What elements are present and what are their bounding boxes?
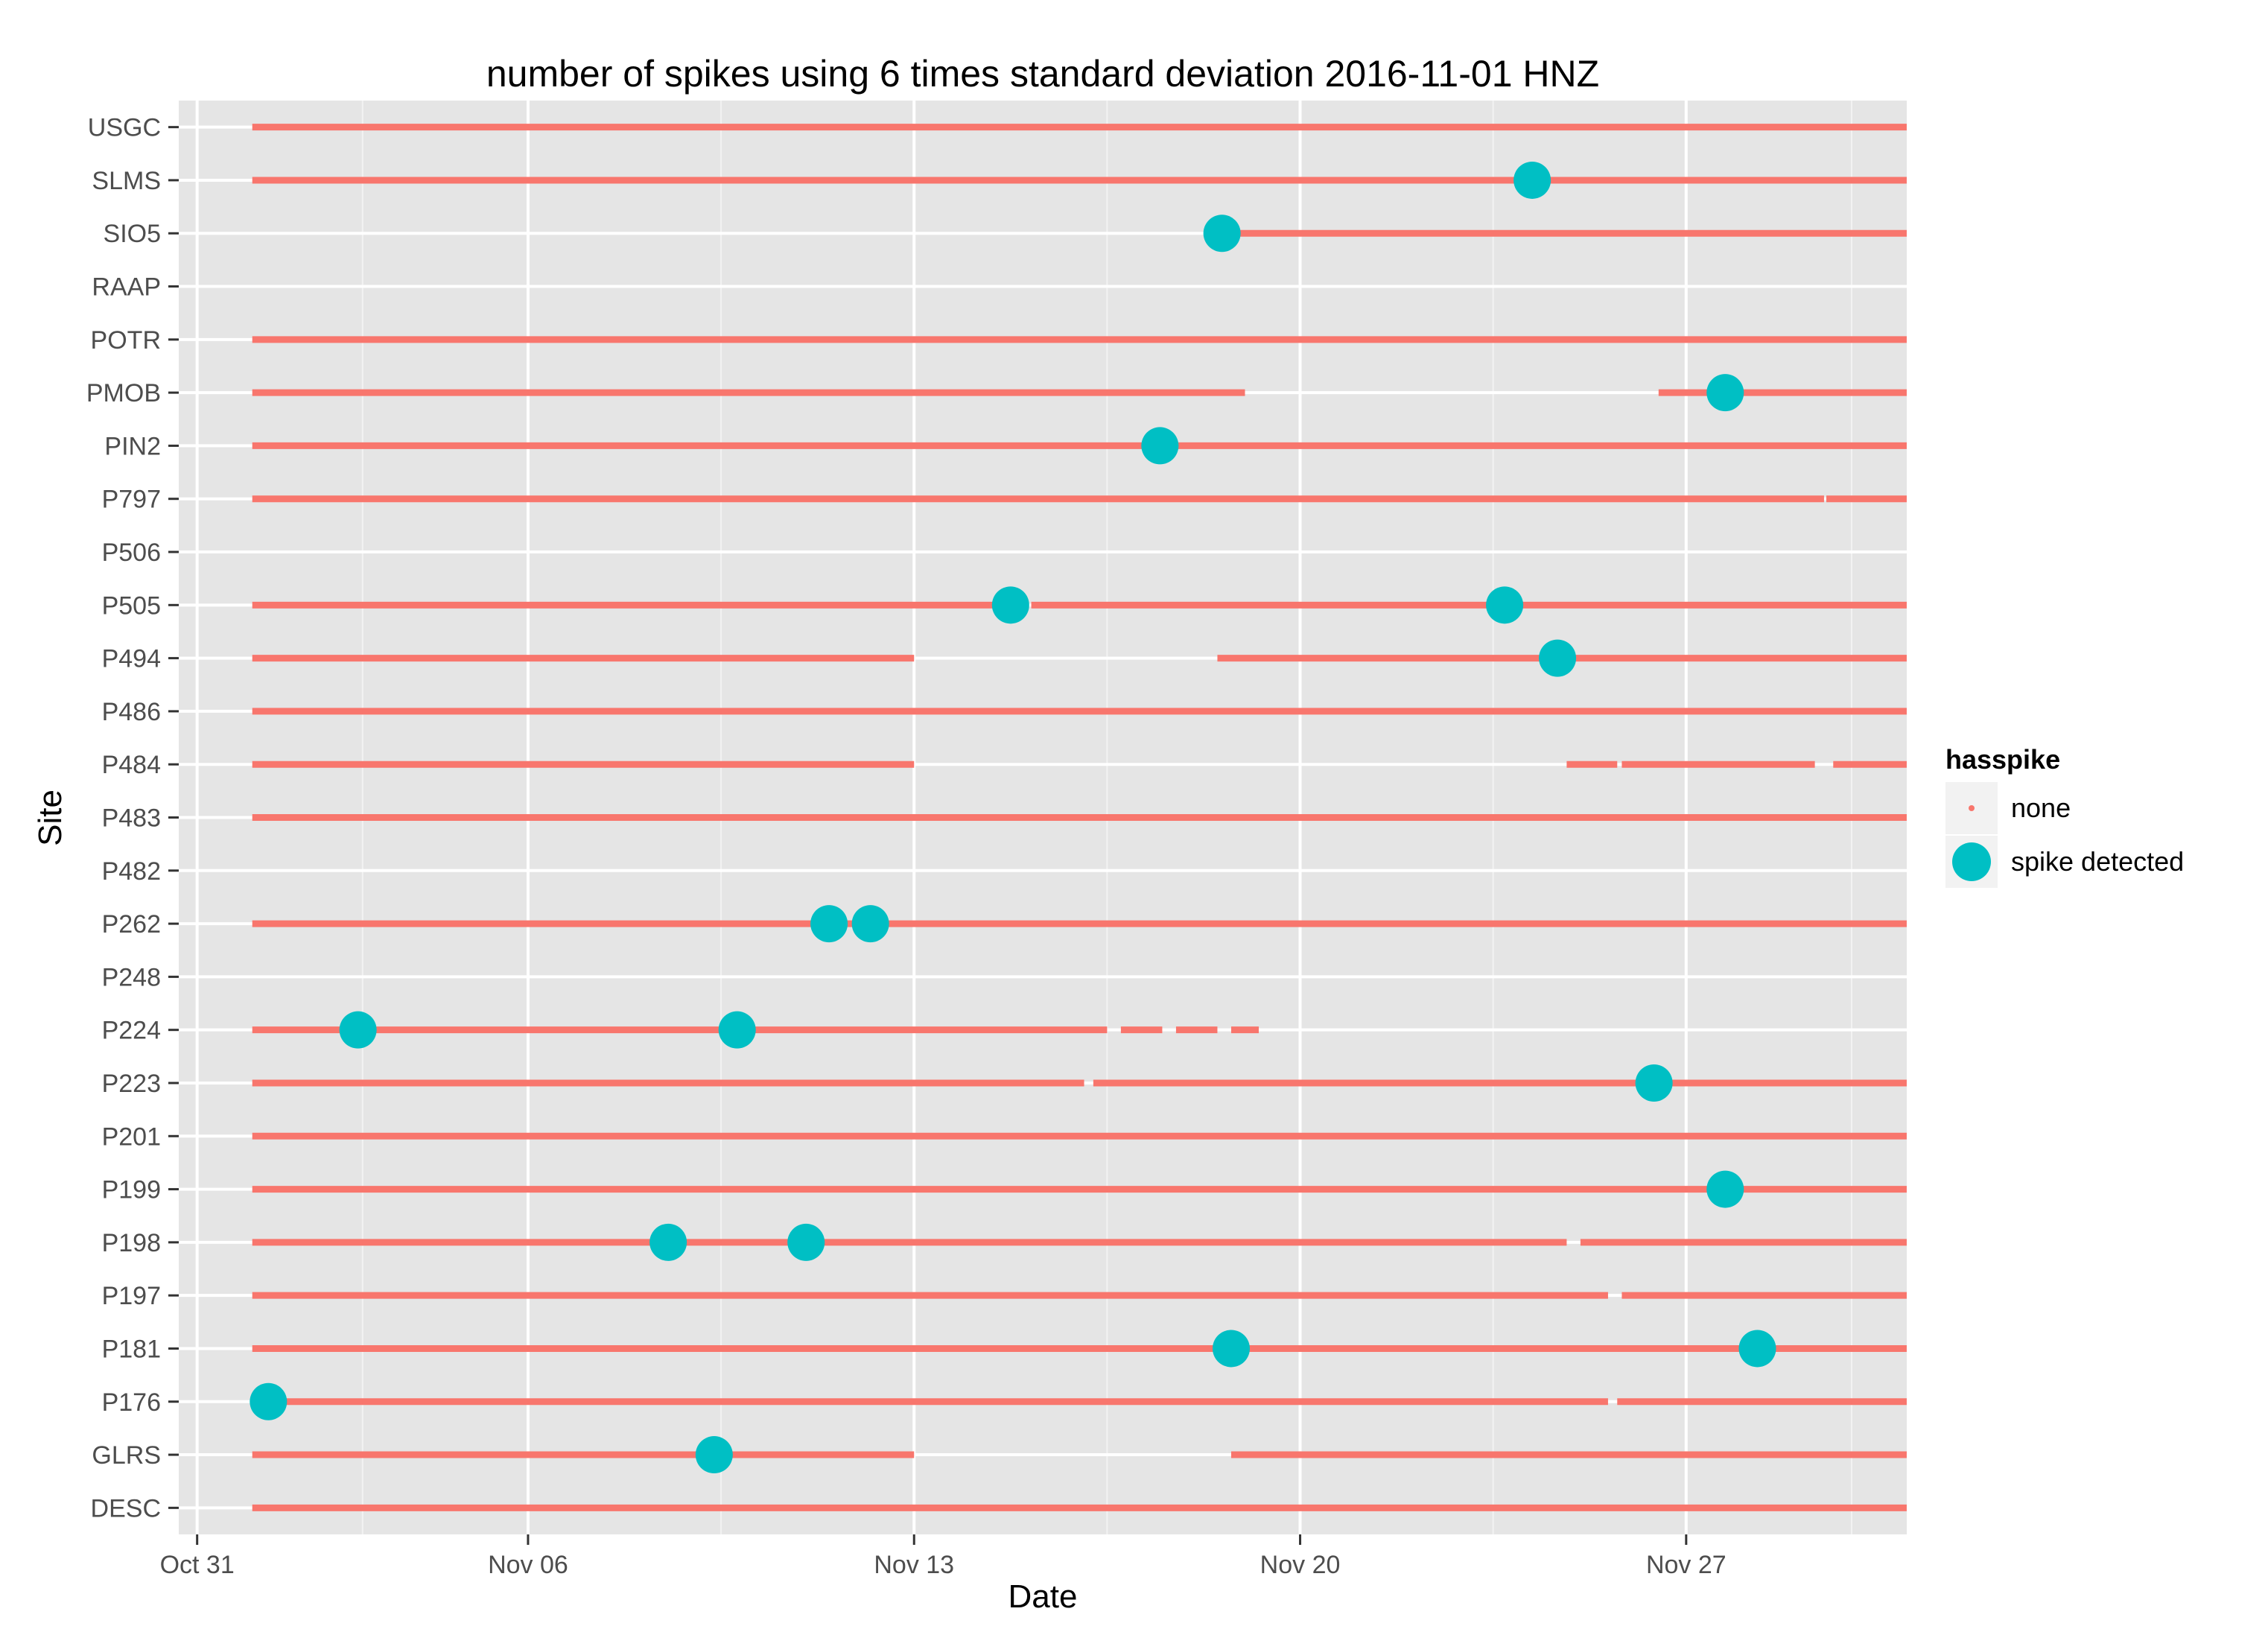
x-tick-label: Nov 13 [874,1551,954,1579]
y-tick-label-p482: P482 [102,857,161,886]
spike-point-sio5 [1203,215,1241,253]
x-axis-title: Date [1008,1578,1078,1615]
spike-point-p198 [649,1223,687,1261]
spike-point-p176 [250,1382,288,1420]
x-tick-label: Nov 27 [1646,1551,1727,1579]
legend: hasspike none spike detected [1945,744,2184,888]
y-tick-label-p197: P197 [102,1282,161,1310]
spike-point-p223 [1635,1064,1673,1102]
spike-point-pmob [1706,374,1744,412]
spike-point-p262 [810,905,848,943]
y-tick-label-p248: P248 [102,963,161,991]
y-tick-label-p223: P223 [102,1070,161,1098]
spike-point-p262 [851,905,889,943]
spike-point-p494 [1539,639,1577,677]
y-tick-label-p224: P224 [102,1017,161,1045]
spike-point-p505 [991,586,1029,624]
legend-symbol-spike [1952,842,1991,881]
legend-label-none: none [2011,793,2071,823]
x-axis: Oct 31 Nov 06 Nov 13 Nov 20 Nov 27 [160,1534,1727,1579]
y-axis: USGC SLMS SIO5 RAAP POTR PMOB PIN2 P797 P506 P505… [86,114,179,1522]
y-tick-label-p483: P483 [102,804,161,833]
spike-point-p181 [1738,1330,1776,1368]
spike-point-p224 [339,1011,377,1049]
y-axis-title: Site [32,790,69,846]
y-tick-label-p262: P262 [102,910,161,939]
spike-point-p199 [1706,1170,1744,1208]
y-tick-label-p484: P484 [102,751,161,779]
y-tick-label-p797: P797 [102,486,161,514]
spike-point-glrs [695,1436,733,1474]
spike-point-p505 [1486,586,1524,624]
y-tick-label-p486: P486 [102,698,161,726]
y-tick-label-glrs: GLRS [92,1441,161,1470]
spike-point-p198 [787,1223,825,1261]
y-tick-label-desc: DESC [91,1494,161,1522]
y-tick-label-raap: RAAP [92,273,161,302]
legend-symbol-none [1969,805,1975,811]
y-tick-label-usgc: USGC [88,114,161,142]
x-tick-label: Nov 06 [488,1551,568,1579]
y-tick-label-potr: POTR [91,326,161,355]
y-tick-label-p505: P505 [102,591,161,620]
legend-label-spike: spike detected [2011,846,2184,877]
none-segments [252,124,1907,1511]
y-tick-label-p494: P494 [102,645,161,673]
y-tick-label-pin2: PIN2 [104,432,161,460]
y-tick-label-p176: P176 [102,1388,161,1417]
chart-title: number of spikes using 6 times standard … [486,53,1599,95]
spike-point-p224 [718,1011,756,1049]
spike-point-p181 [1212,1330,1250,1368]
y-tick-label-sio5: SIO5 [104,220,161,248]
legend-title: hasspike [1945,744,2060,775]
y-tick-label-slms: SLMS [92,167,161,195]
y-tick-label-p199: P199 [102,1176,161,1204]
spike-points [250,161,1776,1474]
y-tick-label-p506: P506 [102,539,161,567]
x-tick-label: Oct 31 [160,1551,235,1579]
y-tick-label-pmob: PMOB [86,379,161,407]
spike-point-pin2 [1141,427,1179,465]
y-tick-label-p201: P201 [102,1122,161,1151]
y-tick-label-p198: P198 [102,1229,161,1257]
x-tick-label: Nov 20 [1260,1551,1341,1579]
spike-point-slms [1513,161,1551,199]
y-tick-label-p181: P181 [102,1335,161,1363]
